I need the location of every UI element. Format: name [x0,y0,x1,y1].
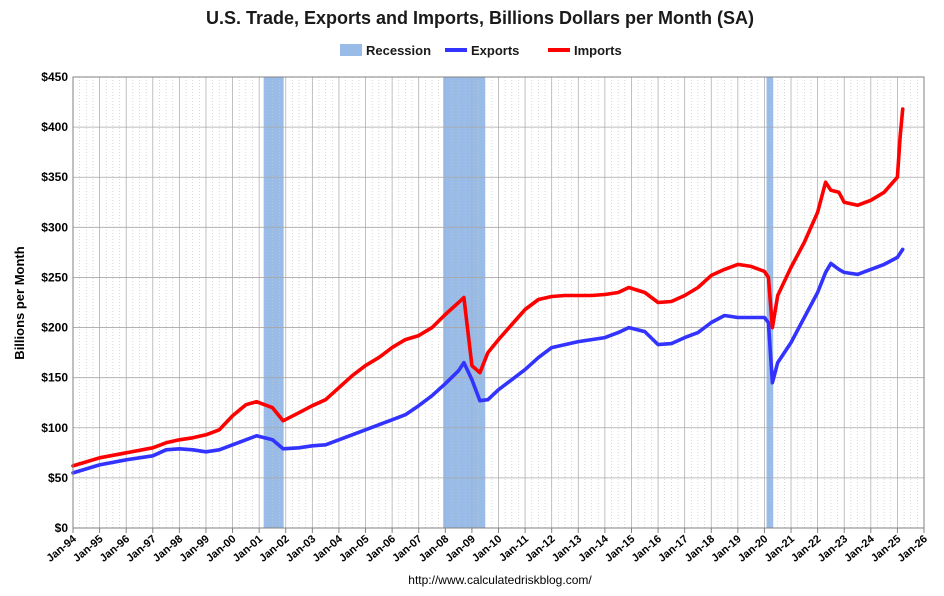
y-tick-label: $150 [41,371,68,385]
legend: Recession Exports Imports [340,43,622,58]
y-tick-label: $300 [41,220,68,234]
y-tick-label: $250 [41,270,68,284]
legend-swatch-recession [340,44,362,56]
y-tick-label: $450 [41,70,68,84]
x-tick-labels: Jan-94Jan-95Jan-96Jan-97Jan-98Jan-99Jan-… [45,533,930,565]
y-axis-label: Billions per Month [12,246,27,359]
x-tick-label: Jan-10 [470,533,504,565]
series-line-exports [71,247,905,475]
x-tick-label: Jan-26 [896,533,930,565]
source-url[interactable]: http://www.calculatedriskblog.com/ [408,573,592,587]
series-line-imports [71,107,905,468]
y-tick-label: $50 [48,471,68,485]
y-tick-label: $0 [55,521,69,535]
axes [72,76,925,533]
y-tick-labels: $0 $50 $100 $150 $200 $250 $300 $350 $400 $450 [41,70,68,535]
y-tick-label: $100 [41,421,68,435]
y-tick-label: $200 [41,321,68,335]
legend-label-recession: Recession [366,43,431,58]
series-lines [71,107,905,475]
legend-label-imports: Imports [574,43,622,58]
chart-title: U.S. Trade, Exports and Imports, Billion… [206,8,754,28]
recession-band-1 [263,77,284,528]
y-tick-label: $400 [41,120,68,134]
y-tick-label: $350 [41,170,68,184]
legend-label-exports: Exports [471,43,519,58]
